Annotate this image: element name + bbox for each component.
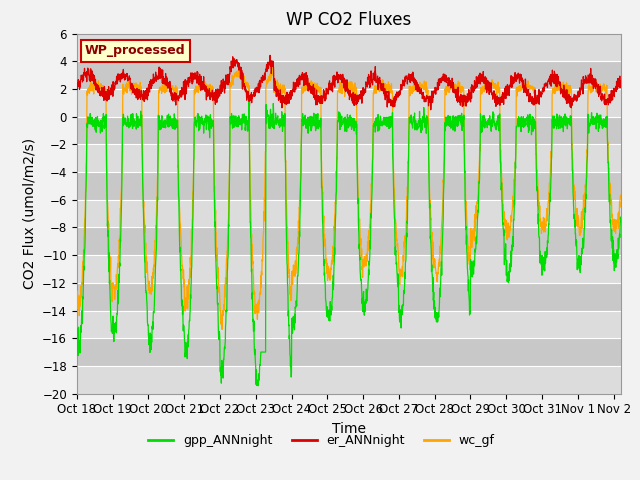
Bar bbox=[77, 283, 621, 311]
wc_gf bbox=[607, 196, 614, 202]
Y-axis label: CO2 Flux (umol/m2/s): CO2 Flux (umol/m2/s) bbox=[22, 138, 36, 289]
wc_gf bbox=[579, 213, 586, 219]
gpp_ANNnight bbox=[245, 99, 253, 105]
wc_gf bbox=[371, 83, 379, 88]
wc_gf bbox=[617, 192, 625, 198]
er_ANNnight bbox=[73, 86, 81, 92]
Line: gpp_ANNnight: gpp_ANNnight bbox=[77, 102, 621, 386]
wc_gf bbox=[179, 268, 187, 274]
gpp_ANNnight bbox=[179, 321, 187, 326]
wc_gf bbox=[311, 81, 319, 87]
Bar bbox=[77, 255, 621, 283]
gpp_ANNnight bbox=[311, 123, 319, 129]
Bar bbox=[77, 311, 621, 338]
Legend: gpp_ANNnight, er_ANNnight, wc_gf: gpp_ANNnight, er_ANNnight, wc_gf bbox=[143, 429, 500, 452]
er_ANNnight bbox=[179, 89, 187, 95]
gpp_ANNnight bbox=[396, 315, 403, 321]
Bar bbox=[77, 228, 621, 255]
Text: WP_processed: WP_processed bbox=[85, 44, 186, 58]
er_ANNnight bbox=[607, 93, 614, 99]
wc_gf bbox=[218, 326, 226, 332]
wc_gf bbox=[396, 270, 403, 276]
gpp_ANNnight bbox=[617, 218, 625, 224]
er_ANNnight bbox=[579, 83, 586, 88]
wc_gf bbox=[73, 297, 81, 303]
Bar bbox=[77, 89, 621, 117]
gpp_ANNnight bbox=[73, 332, 81, 337]
Title: WP CO2 Fluxes: WP CO2 Fluxes bbox=[286, 11, 412, 29]
Line: wc_gf: wc_gf bbox=[77, 66, 621, 329]
Bar bbox=[77, 117, 621, 144]
er_ANNnight bbox=[427, 107, 435, 113]
Line: er_ANNnight: er_ANNnight bbox=[77, 55, 621, 110]
Bar bbox=[77, 338, 621, 366]
er_ANNnight bbox=[396, 89, 403, 95]
er_ANNnight bbox=[371, 69, 379, 74]
Bar bbox=[77, 61, 621, 89]
gpp_ANNnight bbox=[371, 119, 379, 124]
er_ANNnight bbox=[617, 79, 625, 84]
gpp_ANNnight bbox=[254, 383, 262, 389]
Bar bbox=[77, 172, 621, 200]
gpp_ANNnight bbox=[607, 225, 614, 230]
X-axis label: Time: Time bbox=[332, 422, 366, 436]
er_ANNnight bbox=[311, 85, 319, 91]
wc_gf bbox=[235, 63, 243, 69]
er_ANNnight bbox=[266, 52, 274, 58]
Bar bbox=[77, 34, 621, 61]
gpp_ANNnight bbox=[579, 245, 586, 251]
Bar bbox=[77, 144, 621, 172]
Bar bbox=[77, 366, 621, 394]
Bar bbox=[77, 200, 621, 228]
